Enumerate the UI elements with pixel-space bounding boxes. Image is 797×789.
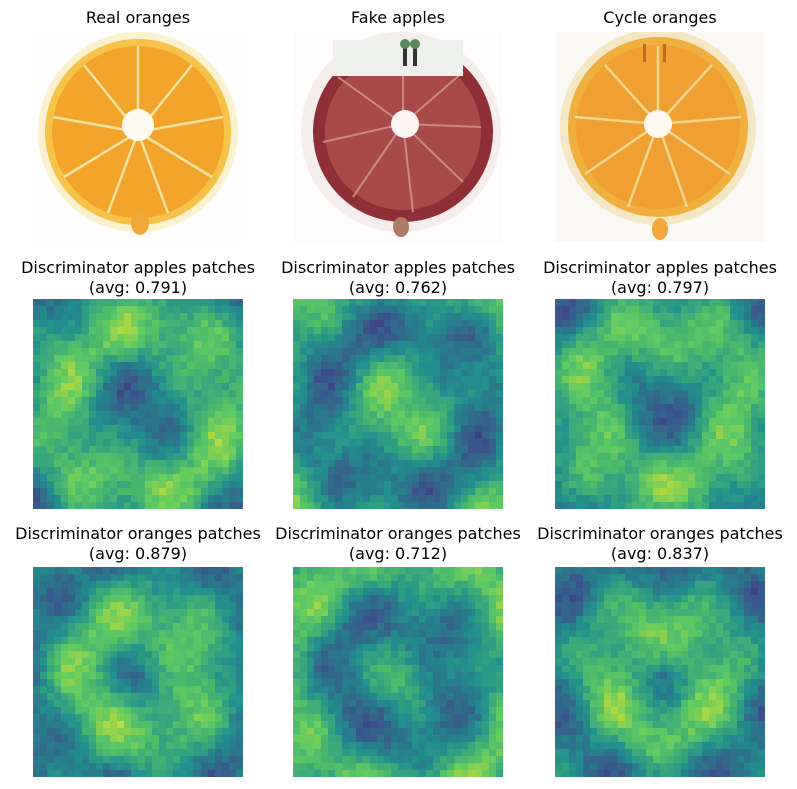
panel-title: Discriminator oranges patches (avg: 0.837… xyxy=(537,524,783,563)
panel-title: Discriminator oranges patches (avg: 0.879… xyxy=(15,524,261,563)
panel-title: Cycle oranges xyxy=(603,8,717,27)
heatmap-oranges-fake xyxy=(293,567,503,777)
panel-title: Discriminator apples patches (avg: 0.797) xyxy=(543,258,777,297)
panel-title: Discriminator apples patches (avg: 0.762) xyxy=(281,258,515,297)
panel-title: Discriminator apples patches (avg: 0.791) xyxy=(21,258,255,297)
heatmap-oranges-real xyxy=(33,567,243,777)
heatmap-oranges-cycle xyxy=(555,567,765,777)
cycle-orange-image xyxy=(555,32,765,242)
fake-apple-image xyxy=(293,32,503,242)
panel-title: Fake apples xyxy=(351,8,445,27)
panel-title: Discriminator oranges patches (avg: 0.712… xyxy=(275,524,521,563)
panel-title: Real oranges xyxy=(85,8,191,27)
real-orange-image xyxy=(33,32,243,242)
heatmap-apples-real xyxy=(33,299,243,509)
heatmap-apples-cycle xyxy=(555,299,765,509)
heatmap-apples-fake xyxy=(293,299,503,509)
